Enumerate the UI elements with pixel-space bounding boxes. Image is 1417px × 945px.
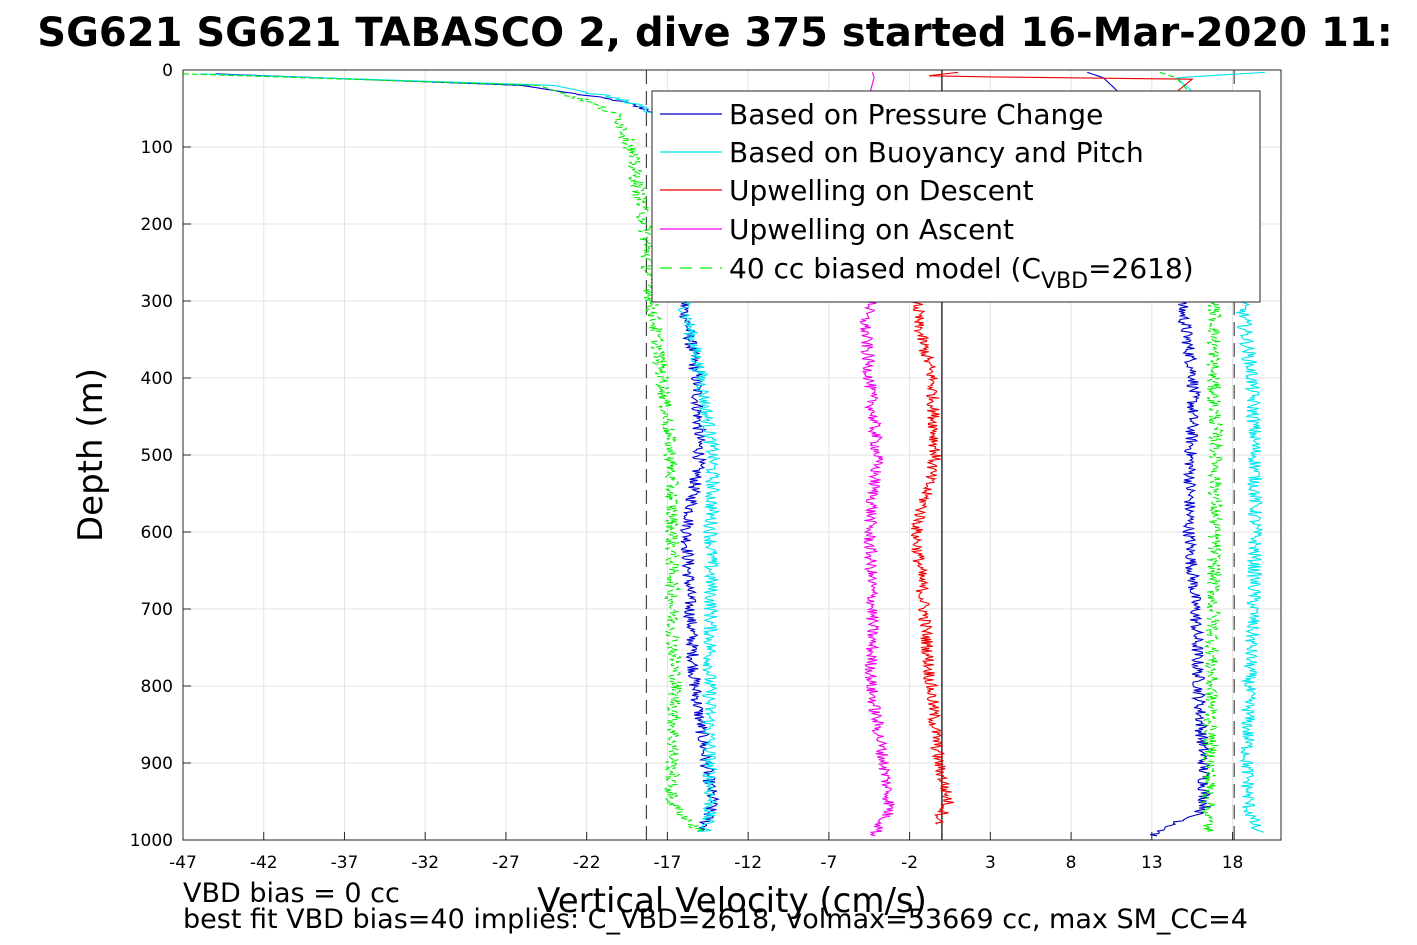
y-tick-label: 300 [141,292,173,312]
note-best-fit: best fit VBD bias=40 implies: C_VBD=2618… [183,904,1248,935]
y-axis-label: Depth (m) [71,368,111,542]
x-tick-label: 13 [1141,853,1163,873]
legend-box [651,90,1261,303]
legend-model-text: 40 cc biased model (C [729,252,1041,285]
x-tick-label: 8 [1066,853,1077,873]
legend: Based on Pressure Change Based on Buoyan… [651,90,1261,303]
x-tick-label: -7 [820,853,837,873]
y-tick-label: 0 [162,61,173,81]
note-vbd-bias: VBD bias = 0 cc [183,878,400,909]
legend-model-suffix: =2618) [1088,252,1194,285]
x-tick-label: -12 [734,853,762,873]
y-tick-label: 500 [141,446,173,466]
legend-label-upwelling-ascent: Upwelling on Ascent [729,213,1014,246]
y-tick-label: 800 [141,677,173,697]
x-tick-label: -17 [654,853,682,873]
x-tick-label: -42 [250,853,278,873]
x-tick-label: -2 [901,853,918,873]
series-line-model-descent [182,73,704,833]
y-tick-label: 600 [141,523,173,543]
y-tick-label: 900 [141,754,173,774]
x-axis-label: Vertical Velocity (cm/s) [537,881,927,921]
legend-model-subscript: VBD [1041,269,1088,294]
legend-label-model: 40 cc biased model (CVBD=2618) [729,252,1194,294]
legend-label-buoyancy: Based on Buoyancy and Pitch [729,136,1144,169]
y-tick-label: 200 [141,215,173,235]
legend-label-upwelling-descent: Upwelling on Descent [729,174,1034,207]
y-tick-label: 100 [141,138,173,158]
y-tick-label: 1000 [130,831,173,851]
x-tick-label: -22 [573,853,601,873]
x-tick-label: 18 [1222,853,1244,873]
chart-title: SG621 SG621 TABASCO 2, dive 375 started … [37,10,1392,56]
x-tick-label: -37 [331,853,359,873]
x-tick-label: -47 [169,853,197,873]
x-tick-label: -27 [492,853,520,873]
legend-label-pressure: Based on Pressure Change [729,98,1103,131]
x-tick-label: -32 [411,853,439,873]
x-tick-label: 3 [985,853,996,873]
tick-labels: -47 -42 -37 -32 -27 -22 -17 -12 -7 -2 3 8 13 18010020… [130,61,1244,873]
y-tick-label: 400 [141,369,173,389]
y-tick-label: 700 [141,600,173,620]
